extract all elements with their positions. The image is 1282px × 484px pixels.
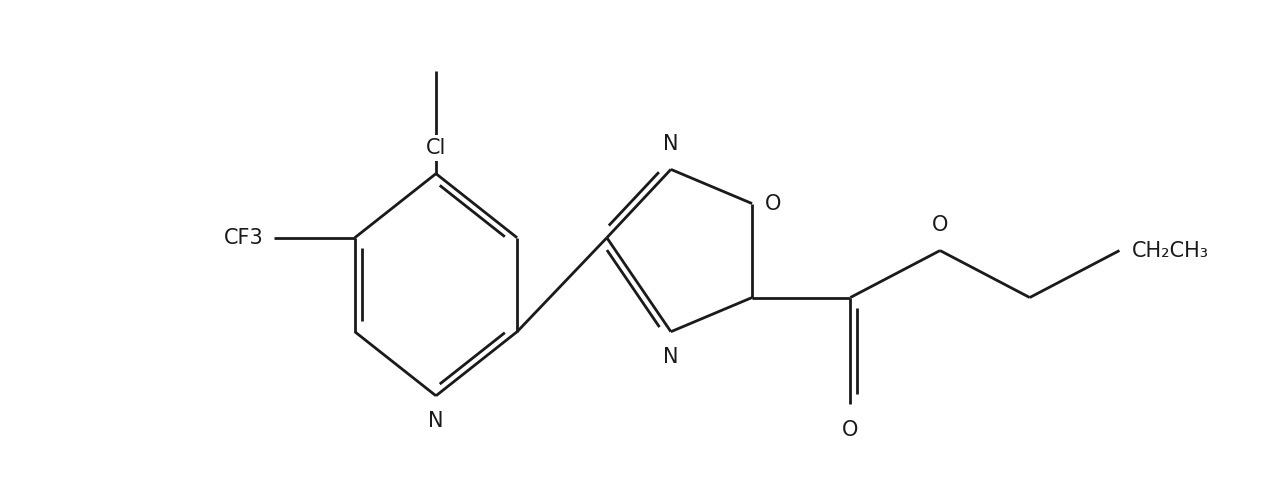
Text: O: O: [932, 215, 949, 235]
Text: CH₂CH₃: CH₂CH₃: [1132, 241, 1209, 260]
Text: N: N: [663, 134, 678, 154]
Text: N: N: [428, 411, 444, 431]
Text: N: N: [663, 347, 678, 367]
Text: O: O: [765, 194, 781, 213]
Text: O: O: [842, 420, 859, 439]
Text: CF3: CF3: [223, 228, 263, 248]
Text: Cl: Cl: [426, 138, 446, 158]
